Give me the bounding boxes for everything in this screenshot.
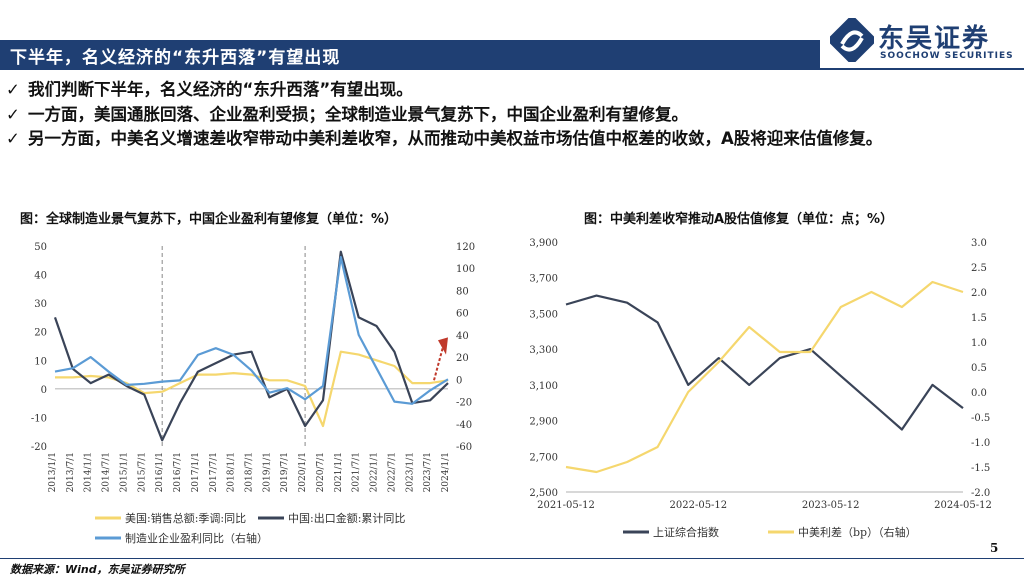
soochow-logo-icon <box>830 18 874 62</box>
y-tick-label: 3,700 <box>529 274 558 285</box>
x-tick-label: 2016/1/1 <box>155 452 165 492</box>
y-tick-label: 3,900 <box>529 238 558 249</box>
header-divider <box>0 68 1024 70</box>
page-title: 下半年，名义经济的“东升西落”有望出现 <box>10 48 341 68</box>
x-tick-label: 2013/1/1 <box>48 452 58 492</box>
chart2: 3,900 3,700 3,500 3,300 3,100 2,900 2,700 2,500… <box>529 238 992 539</box>
chart1: 50403020100-10-20120100806040200-20-40-6… <box>31 242 475 545</box>
x-tick-label: 2024/1/1 <box>441 452 451 492</box>
page-number: 5 <box>990 541 999 555</box>
x-tick-label: 2015/1/1 <box>119 452 129 492</box>
y2-tick-label: 0.0 <box>971 388 987 399</box>
y2-tick-label: 20 <box>456 353 469 364</box>
y-tick-label: 2,500 <box>529 488 558 499</box>
y-tick-label: 10 <box>34 356 47 367</box>
x-tick-label: 2024-05-12 <box>934 500 992 511</box>
y2-tick-label: -20 <box>456 398 472 409</box>
legend-label: 中国:出口金额:累计同比 <box>288 511 405 525</box>
y2-tick-label: 0 <box>456 375 462 386</box>
chart1-title: 图：全球制造业景气复苏下，中国企业盈利有望修复（单位：%） <box>20 212 398 227</box>
bullet-text: 一方面，美国通胀回落、企业盈利受损；全球制造业景气复苏下，中国企业盈利有望修复。 <box>28 104 688 124</box>
x-tick-label: 2018/1/1 <box>227 452 237 492</box>
x-tick-label: 2015/7/1 <box>137 452 147 492</box>
y2-tick-label: 2.0 <box>971 288 987 299</box>
bullet-item: ✓ 另一方面，中美名义增速差收窄带动中美利差收窄，从而推动中美权益市场估值中枢差的… <box>6 127 1016 152</box>
y-tick-label: 30 <box>34 299 47 310</box>
check-icon: ✓ <box>6 80 20 99</box>
y2-tick-label: 1.0 <box>971 338 987 349</box>
x-tick-label: 2023-05-12 <box>802 500 860 511</box>
y-tick-label: 2,700 <box>529 452 558 463</box>
chart2-title: 图：中美利差收窄推动A股估值修复（单位：点；%） <box>584 212 894 227</box>
x-tick-label: 2021/1/1 <box>334 452 344 492</box>
y2-tick-label: -2.0 <box>971 488 990 499</box>
x-tick-label: 2021-05-12 <box>537 500 595 511</box>
x-tick-label: 2021/7/1 <box>352 452 362 492</box>
footer-divider <box>0 558 1024 559</box>
data-source: 数据来源：Wind，东吴证券研究所 <box>10 563 185 576</box>
y2-tick-label: 1.5 <box>971 313 987 324</box>
x-tick-label: 2023/7/1 <box>423 452 433 492</box>
series-line <box>565 294 964 431</box>
x-tick-label: 2022-05-12 <box>670 500 728 511</box>
y2-tick-label: 40 <box>456 331 469 342</box>
y-tick-label: -10 <box>31 413 47 424</box>
x-tick-label: 2013/7/1 <box>66 452 76 492</box>
x-tick-label: 2018/7/1 <box>245 452 255 492</box>
y-tick-label: 3,100 <box>529 381 558 392</box>
x-tick-label: 2020/7/1 <box>316 452 326 492</box>
legend-label: 中美利差（bp）（右轴） <box>798 525 917 539</box>
y2-tick-label: 60 <box>456 309 469 320</box>
x-tick-label: 2019/1/1 <box>262 452 272 492</box>
y2-tick-label: -0.5 <box>971 413 990 424</box>
y2-tick-label: -1.5 <box>971 463 990 474</box>
legend-label: 制造业企业盈利同比（右轴） <box>125 531 268 545</box>
bullet-text: 另一方面，中美名义增速差收窄带动中美利差收窄，从而推动中美权益市场估值中枢差的收… <box>28 129 883 148</box>
y2-tick-label: -60 <box>456 442 472 453</box>
arrow-head-icon <box>438 337 448 355</box>
x-tick-label: 2017/1/1 <box>191 452 201 492</box>
y2-tick-label: 0.5 <box>971 363 987 374</box>
y2-tick-label: 120 <box>456 242 475 253</box>
y2-tick-label: -40 <box>456 420 472 431</box>
y2-tick-label: 80 <box>456 286 469 297</box>
y2-tick-label: 2.5 <box>971 263 987 274</box>
x-tick-label: 2022/7/1 <box>387 452 397 492</box>
y-tick-label: 40 <box>34 271 47 282</box>
y2-tick-label: 3.0 <box>971 238 987 249</box>
bullet-list: ✓ 我们判断下半年，名义经济的“东升西落”有望出现。 ✓ 一方面，美国通胀回落、企业… <box>6 78 1016 152</box>
y2-tick-label: -1.0 <box>971 438 990 449</box>
y-tick-label: -20 <box>31 442 47 453</box>
y2-tick-label: 100 <box>456 264 475 275</box>
x-tick-label: 2023/1/1 <box>405 452 415 492</box>
x-tick-label: 2019/7/1 <box>280 452 290 492</box>
y-tick-label: 20 <box>34 328 47 339</box>
check-icon: ✓ <box>6 104 20 124</box>
bullet-item: ✓ 我们判断下半年，名义经济的“东升西落”有望出现。 <box>6 78 1016 103</box>
upward-arrow-icon <box>433 342 445 381</box>
x-tick-label: 2020/1/1 <box>298 452 308 492</box>
series-line <box>54 256 449 405</box>
legend-label: 上证综合指数 <box>653 525 719 539</box>
series-line <box>565 280 964 474</box>
x-tick-label: 2014/7/1 <box>102 452 112 492</box>
y-tick-label: 3,300 <box>529 345 558 356</box>
x-tick-label: 2022/1/1 <box>370 452 380 492</box>
series-line <box>53 250 449 442</box>
x-tick-label: 2017/7/1 <box>209 452 219 492</box>
x-tick-label: 2014/1/1 <box>84 452 94 492</box>
bullet-item: ✓ 一方面，美国通胀回落、企业盈利受损；全球制造业景气复苏下，中国企业盈利有望修复… <box>6 103 1016 128</box>
y-tick-label: 2,900 <box>529 417 558 428</box>
logo: 东吴证券 SOOCHOW SECURITIES <box>830 18 1020 64</box>
y-tick-label: 3,500 <box>529 309 558 320</box>
logo-text-cn: 东吴证券 <box>878 24 991 54</box>
y-tick-label: 0 <box>41 385 47 396</box>
bullet-text: 我们判断下半年，名义经济的“东升西落”有望出现。 <box>28 80 413 99</box>
x-tick-label: 2016/7/1 <box>173 452 183 492</box>
logo-text-en: SOOCHOW SECURITIES <box>880 51 1014 61</box>
legend-label: 美国:销售总额:季调:同比 <box>125 511 246 525</box>
y-tick-label: 50 <box>34 242 47 253</box>
header-bar <box>0 40 820 68</box>
check-icon: ✓ <box>6 129 20 148</box>
